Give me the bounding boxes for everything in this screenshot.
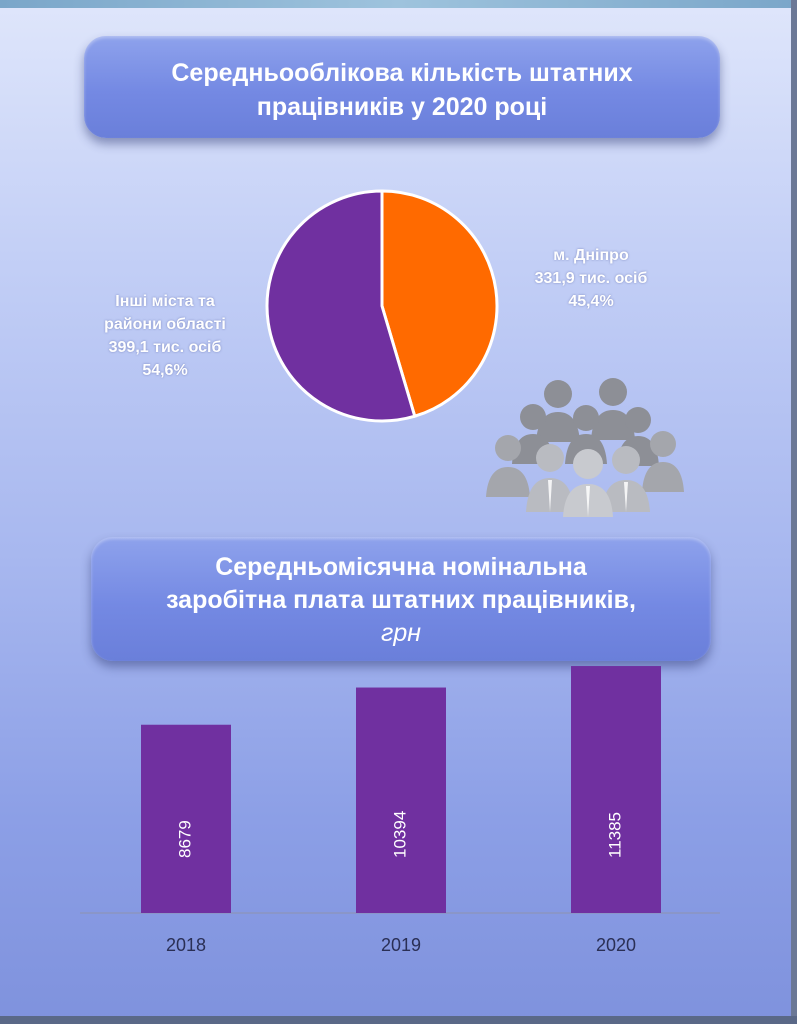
pie-label-dnipro-percent: 45,4% xyxy=(568,293,614,310)
pie-slice-oblast xyxy=(265,189,417,423)
top-edge-strip xyxy=(0,0,797,8)
headcount-banner: Середньооблікова кількість штатних праці… xyxy=(84,36,720,138)
headcount-title-line2: працівників у 2020 році xyxy=(256,93,548,121)
pie-slice-dnipro xyxy=(380,189,499,419)
pie-label-oblast-line2: райони області xyxy=(104,316,226,333)
salary-banner: Середньомісячна номінальна заробітна пла… xyxy=(91,537,711,661)
pie-label-oblast-value: 399,1 тис. осіб xyxy=(108,339,222,356)
bar-value-label-2019: 10394 xyxy=(390,811,409,858)
bar-2020 xyxy=(571,666,661,913)
bar-value-label-2018: 8679 xyxy=(175,820,194,858)
bar-value-label-2020: 11385 xyxy=(605,812,624,858)
pie-label-oblast-percent: 54,6% xyxy=(142,362,188,379)
pie-label-oblast-line1: Інші міста та xyxy=(115,293,215,310)
bar-2018 xyxy=(141,724,231,913)
salary-title-line1: Середньомісячна номінальна xyxy=(215,553,587,581)
pie-label-dnipro-line1: м. Дніпро xyxy=(553,247,629,264)
headcount-title-line1: Середньооблікова кількість штатних xyxy=(171,59,633,87)
salary-bar-chart: 8679 2018 10394 2019 11385 2020 xyxy=(80,666,720,955)
pie-label-dnipro-value: 331,9 тис. осіб xyxy=(534,270,648,287)
people-group-icon xyxy=(486,378,684,517)
pie-label-oblast: Інші міста та райони області 399,1 тис. … xyxy=(76,290,254,382)
x-tick-label-2018: 2018 xyxy=(166,935,206,955)
bottom-edge-strip xyxy=(0,1016,797,1024)
salary-title-line2: заробітна плата штатних працівників, xyxy=(166,586,636,614)
pie-label-dnipro: м. Дніпро 331,9 тис. осіб 45,4% xyxy=(506,244,676,313)
headcount-pie-chart xyxy=(265,189,499,423)
salary-title-unit: грн xyxy=(381,619,421,647)
x-tick-label-2020: 2020 xyxy=(596,935,636,955)
right-edge-strip xyxy=(791,0,797,1024)
bar-2019 xyxy=(356,687,446,913)
x-tick-label-2019: 2019 xyxy=(381,935,421,955)
